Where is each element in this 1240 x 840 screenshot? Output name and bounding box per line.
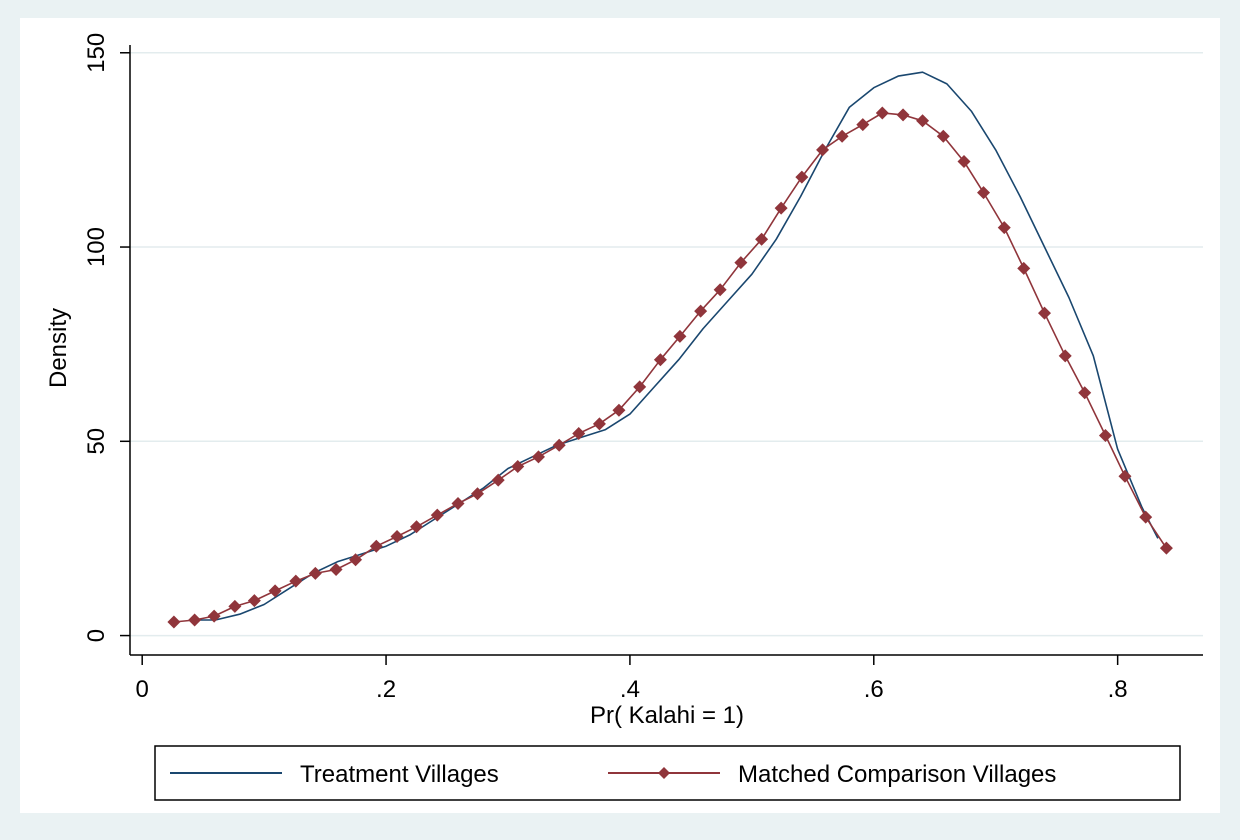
data-point-comparison — [451, 496, 465, 510]
data-point-comparison — [1078, 386, 1092, 400]
data-point-comparison — [410, 520, 424, 534]
data-point-comparison — [795, 170, 809, 184]
x-axis-title: Pr( Kalahi = 1) — [590, 702, 744, 729]
data-point-comparison — [633, 380, 647, 394]
x-tick-label: .6 — [864, 676, 884, 703]
data-point-comparison — [612, 403, 626, 417]
legend-comparison-label: Matched Comparison Villages — [738, 761, 1056, 788]
y-tick-label: 150 — [83, 33, 110, 73]
data-point-comparison — [896, 108, 910, 122]
data-point-comparison — [653, 353, 667, 367]
data-point-comparison — [755, 232, 769, 246]
data-point-comparison — [997, 221, 1011, 235]
data-point-comparison — [816, 143, 830, 157]
x-tick-label: .4 — [620, 676, 640, 703]
data-point-comparison — [694, 304, 708, 318]
data-point-comparison — [289, 574, 303, 588]
x-tick-label: 0 — [136, 676, 149, 703]
data-point-comparison — [471, 487, 485, 501]
data-point-comparison — [916, 114, 930, 128]
data-point-comparison — [1139, 510, 1153, 524]
x-tick-label: .8 — [1108, 676, 1128, 703]
data-point-comparison — [1159, 541, 1173, 555]
data-point-comparison — [572, 427, 586, 441]
data-point-comparison — [1017, 261, 1031, 275]
data-point-comparison — [430, 508, 444, 522]
data-point-comparison — [592, 417, 606, 431]
series-layer — [167, 71, 1173, 629]
legend-treatment-label: Treatment Villages — [300, 761, 499, 788]
data-point-comparison — [491, 473, 505, 487]
y-tick-label: 50 — [83, 428, 110, 455]
y-tick-label: 0 — [83, 629, 110, 642]
data-point-comparison — [268, 584, 282, 598]
data-point-comparison — [552, 438, 566, 452]
data-point-comparison — [977, 186, 991, 200]
data-point-comparison — [673, 329, 687, 343]
data-point-comparison — [349, 553, 363, 567]
data-point-comparison — [875, 106, 889, 120]
data-point-comparison — [167, 615, 181, 629]
x-tick-label: .2 — [376, 676, 396, 703]
data-point-comparison — [957, 155, 971, 169]
data-point-comparison — [369, 539, 383, 553]
data-point-comparison — [835, 129, 849, 143]
data-point-comparison — [188, 613, 202, 627]
data-point-comparison — [308, 566, 322, 580]
data-point-comparison — [228, 599, 242, 613]
y-axis-title: Density — [45, 308, 72, 388]
legend: Treatment Villages Matched Comparison Vi… — [154, 745, 1181, 801]
gridlines — [130, 52, 1203, 637]
data-point-comparison — [734, 256, 748, 270]
data-point-comparison — [247, 594, 261, 608]
data-point-comparison — [511, 460, 525, 474]
data-point-comparison — [774, 201, 788, 215]
data-point-comparison — [390, 529, 404, 543]
data-point-comparison — [329, 563, 343, 577]
data-point-comparison — [1118, 469, 1132, 483]
y-tick-label: 100 — [83, 227, 110, 267]
data-point-comparison — [713, 283, 727, 297]
data-point-comparison — [1098, 428, 1112, 442]
legend-comparison-marker — [658, 767, 670, 779]
data-point-comparison — [531, 450, 545, 464]
data-point-comparison — [856, 118, 870, 132]
data-point-comparison — [1058, 349, 1072, 363]
axes: 0 50 100 150 0 .2 .4 .6 .8 — [83, 33, 1203, 703]
data-point-comparison — [1037, 306, 1051, 320]
data-point-comparison — [207, 609, 221, 623]
data-point-comparison — [936, 129, 950, 143]
